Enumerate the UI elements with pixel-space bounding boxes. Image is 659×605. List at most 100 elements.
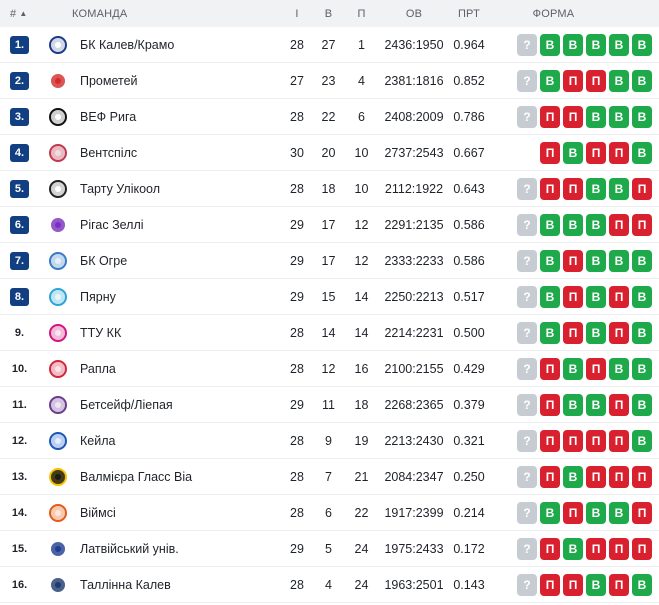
table-row[interactable]: 16. Таллінна Калев 28 4 24 1963:2501 0.1… <box>0 567 659 603</box>
team-name-link[interactable]: Рігас Зеллі <box>80 217 144 232</box>
team-name-link[interactable]: Віймсі <box>80 505 116 520</box>
form-win-badge[interactable]: В <box>563 465 583 488</box>
form-win-badge[interactable]: В <box>586 249 606 272</box>
team-name-link[interactable]: Вентспілс <box>80 145 138 160</box>
form-win-badge[interactable]: В <box>540 33 560 56</box>
form-win-badge[interactable]: В <box>586 33 606 56</box>
points-header[interactable]: ОВ <box>405 7 423 20</box>
team-name-link[interactable]: БК Огре <box>80 253 128 268</box>
vef-logo-icon[interactable] <box>49 107 67 126</box>
form-loss-badge[interactable]: П <box>586 357 606 380</box>
form-loss-badge[interactable]: П <box>563 177 583 200</box>
team-logo-cell[interactable] <box>46 575 70 594</box>
team-logo-cell[interactable] <box>46 107 70 126</box>
team-name-link[interactable]: Прометей <box>80 73 138 88</box>
tartu-logo-icon[interactable] <box>49 179 67 198</box>
table-row[interactable]: 2. Прометей 27 23 4 2381:1816 0.852 ? В П П… <box>0 63 659 99</box>
form-win-badge[interactable]: В <box>632 393 652 416</box>
form-win-badge[interactable]: В <box>632 69 652 92</box>
team-logo-cell[interactable] <box>46 359 70 378</box>
form-upcoming-badge[interactable]: ? <box>517 249 537 272</box>
form-loss-badge[interactable]: П <box>609 393 629 416</box>
form-loss-badge[interactable]: П <box>540 393 560 416</box>
team-name-link[interactable]: ВЕФ Рига <box>80 109 137 124</box>
form-win-badge[interactable]: В <box>609 357 629 380</box>
team-logo-cell[interactable] <box>46 467 70 486</box>
table-row[interactable]: 13. Валмієра Гласс Віа 28 7 21 2084:2347… <box>0 459 659 495</box>
form-win-badge[interactable]: В <box>540 213 560 236</box>
form-win-badge[interactable]: В <box>540 501 560 524</box>
form-win-badge[interactable]: В <box>609 501 629 524</box>
form-upcoming-badge[interactable]: ? <box>517 357 537 380</box>
form-win-badge[interactable]: В <box>609 177 629 200</box>
liepaja-logo-icon[interactable] <box>49 395 67 414</box>
table-row[interactable]: 14. Віймсі 28 6 22 1917:2399 0.214 ? В П В В… <box>0 495 659 531</box>
team-header[interactable]: КОМАНДА <box>72 7 128 20</box>
form-loss-badge[interactable]: П <box>563 321 583 344</box>
form-loss-badge[interactable]: П <box>609 321 629 344</box>
table-row[interactable]: 10. Рапла 28 12 16 2100:2155 0.429 ? П В П В… <box>0 351 659 387</box>
form-win-badge[interactable]: В <box>586 501 606 524</box>
team-logo-cell[interactable] <box>46 71 70 90</box>
form-win-badge[interactable]: В <box>609 249 629 272</box>
team-name-link[interactable]: Латвійський унів. <box>80 541 179 556</box>
form-win-badge[interactable]: В <box>586 177 606 200</box>
form-upcoming-badge[interactable]: ? <box>517 69 537 92</box>
kalev-logo-icon[interactable] <box>49 35 67 54</box>
form-loss-badge[interactable]: П <box>563 285 583 308</box>
form-loss-badge[interactable]: П <box>609 141 629 164</box>
table-row[interactable]: 5. Тарту Улікоол 28 18 10 2112:1922 0.64… <box>0 171 659 207</box>
table-row[interactable]: 8. Пярну 29 15 14 2250:2213 0.517 ? В П В П В <box>0 279 659 315</box>
team-name-link[interactable]: Тарту Улікоол <box>80 181 160 196</box>
team-name-link[interactable]: Кейла <box>80 433 116 448</box>
form-loss-badge[interactable]: П <box>609 429 629 452</box>
form-loss-badge[interactable]: П <box>586 465 606 488</box>
team-logo-cell[interactable] <box>46 179 70 198</box>
form-win-badge[interactable]: В <box>540 321 560 344</box>
table-row[interactable]: 7. БК Огре 29 17 12 2333:2233 0.586 ? В П В… <box>0 243 659 279</box>
team-name-link[interactable]: Таллінна Калев <box>80 577 171 592</box>
table-row[interactable]: 1. БК Калев/Крамо 28 27 1 2436:1950 0.96… <box>0 27 659 63</box>
keila-logo-icon[interactable] <box>49 431 67 450</box>
viimsi-logo-icon[interactable] <box>49 503 67 522</box>
team-name-link[interactable]: Бетсейф/Ліепая <box>80 397 173 412</box>
team-logo-cell[interactable] <box>46 323 70 342</box>
form-upcoming-badge[interactable]: ? <box>517 537 537 560</box>
form-loss-badge[interactable]: П <box>609 573 629 596</box>
form-upcoming-badge[interactable]: ? <box>517 177 537 200</box>
pct-header[interactable]: ПРТ <box>457 7 481 20</box>
table-row[interactable]: 11. Бетсейф/Ліепая 29 11 18 2268:2365 0.… <box>0 387 659 423</box>
parnu-logo-icon[interactable] <box>49 287 67 306</box>
prometey-logo-icon[interactable] <box>49 71 67 90</box>
lu-logo-icon[interactable] <box>49 539 67 558</box>
form-loss-badge[interactable]: П <box>632 177 652 200</box>
form-win-badge[interactable]: В <box>609 105 629 128</box>
form-loss-badge[interactable]: П <box>540 429 560 452</box>
form-loss-badge[interactable]: П <box>632 465 652 488</box>
form-loss-badge[interactable]: П <box>632 213 652 236</box>
team-logo-cell[interactable] <box>46 503 70 522</box>
form-win-badge[interactable]: В <box>586 321 606 344</box>
form-upcoming-badge[interactable]: ? <box>517 393 537 416</box>
form-win-badge[interactable]: В <box>632 249 652 272</box>
form-loss-badge[interactable]: П <box>586 429 606 452</box>
form-upcoming-badge[interactable]: ? <box>517 501 537 524</box>
team-logo-cell[interactable] <box>46 395 70 414</box>
wins-header[interactable]: В <box>324 7 333 20</box>
form-upcoming-badge[interactable]: ? <box>517 429 537 452</box>
form-loss-badge[interactable]: П <box>586 69 606 92</box>
form-upcoming-badge[interactable]: ? <box>517 465 537 488</box>
form-win-badge[interactable]: В <box>540 249 560 272</box>
form-loss-badge[interactable]: П <box>540 177 560 200</box>
form-upcoming-badge[interactable]: ? <box>517 573 537 596</box>
form-win-badge[interactable]: В <box>563 33 583 56</box>
table-row[interactable]: 3. ВЕФ Рига 28 22 6 2408:2009 0.786 ? П П В… <box>0 99 659 135</box>
form-loss-badge[interactable]: П <box>609 285 629 308</box>
form-win-badge[interactable]: В <box>586 573 606 596</box>
form-loss-badge[interactable]: П <box>632 537 652 560</box>
form-loss-badge[interactable]: П <box>540 141 560 164</box>
form-loss-badge[interactable]: П <box>609 465 629 488</box>
table-row[interactable]: 6. Рігас Зеллі 29 17 12 2291:2135 0.586 … <box>0 207 659 243</box>
losses-header[interactable]: П <box>357 7 366 20</box>
